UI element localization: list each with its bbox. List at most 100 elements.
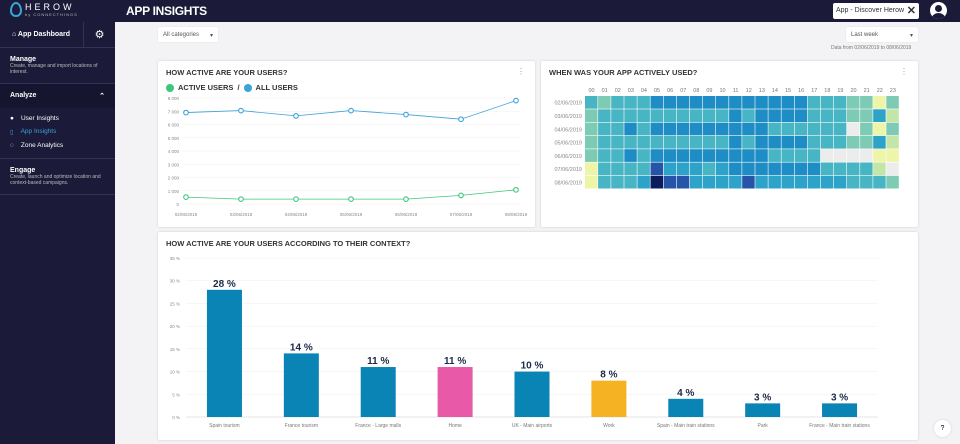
heat-cell — [886, 122, 899, 136]
heat-cell — [637, 175, 650, 189]
heat-cell — [702, 149, 716, 162]
heat-cell — [716, 96, 729, 109]
heat-cell — [689, 122, 703, 136]
more-icon[interactable]: ⋮ — [517, 67, 525, 76]
y-tick-label: 35 % — [170, 256, 180, 261]
heat-cell — [886, 109, 899, 122]
y-tick-label: 30 % — [170, 279, 180, 284]
x-tick-label: 02/06/2019 — [175, 212, 198, 217]
x-tick-label: 07/06/2019 — [450, 212, 473, 217]
heat-cell — [807, 96, 821, 109]
heat-cell — [611, 162, 624, 176]
heat-cell — [663, 175, 677, 189]
brand-name: HEROW — [25, 1, 75, 12]
heat-cell — [755, 162, 768, 176]
heat-cell — [598, 135, 611, 149]
sidebar-section-engage[interactable]: Engage Create, launch and optimize locati… — [0, 159, 115, 195]
heat-cell — [650, 122, 663, 136]
heat-cell — [585, 122, 598, 136]
heat-cell — [807, 162, 821, 176]
heat-cell — [650, 109, 663, 122]
heat-cell — [689, 175, 703, 189]
heat-cell — [624, 109, 637, 122]
engage-desc: Create, launch and optimize location and… — [10, 174, 101, 186]
heat-cell — [768, 122, 781, 136]
app-selector[interactable]: App - Discover Herow ✕ — [833, 3, 919, 19]
x-tick-label: 08/06/2019 — [505, 212, 528, 217]
x-tick-label: 05/06/2019 — [340, 212, 363, 217]
x-category-label: Spain tourism — [209, 423, 240, 429]
legend-active[interactable]: ACTIVE USERS — [178, 83, 234, 92]
hour-label: 02 — [615, 88, 621, 94]
app-selector-label: App - Discover Herow — [836, 7, 905, 14]
hour-label: 05 — [654, 88, 660, 94]
heat-cell — [742, 109, 755, 122]
herow-logo[interactable]: HEROW by CONNECTHINGS — [10, 2, 78, 17]
brand-sub: by CONNECTHINGS — [25, 11, 78, 17]
heat-cell — [611, 149, 624, 162]
y-tick-label: 7 000 — [168, 109, 180, 114]
close-icon[interactable]: ✕ — [906, 5, 916, 17]
category-select[interactable]: All categories ▾ — [158, 27, 218, 42]
sidebar-section-analyze[interactable]: Analyze ⌃ — [0, 84, 115, 108]
heat-cell — [873, 96, 886, 109]
bar-value-label: 3 % — [754, 392, 771, 403]
sidebar-section-manage[interactable]: Manage Create, manage and import location… — [0, 48, 115, 84]
sidebar-item-zone-analytics[interactable]: ◌ Zone Analytics — [10, 139, 105, 152]
heat-cell — [820, 122, 834, 136]
heat-cell — [663, 96, 677, 109]
page-title: APP INSIGHTS — [126, 4, 207, 18]
app-dashboard-button[interactable]: ⌂ App Dashboard — [0, 22, 84, 47]
bar — [822, 403, 858, 417]
heat-cell — [781, 109, 794, 122]
heat-cell — [755, 96, 768, 109]
x-tick-label: 04/06/2019 — [285, 212, 308, 217]
hour-label: 09 — [706, 88, 712, 94]
bar — [437, 367, 473, 417]
heat-cell — [886, 175, 899, 189]
data-point — [403, 196, 409, 202]
sidebar-item-app-insights[interactable]: ▯ App Insights — [10, 125, 105, 139]
help-button[interactable]: ? — [934, 420, 951, 437]
heat-cell — [585, 149, 598, 162]
more-icon[interactable]: ⋮ — [900, 67, 908, 76]
heat-cell — [807, 122, 821, 136]
y-tick-label: 10 % — [170, 370, 180, 375]
x-tick-label: 06/06/2019 — [395, 212, 418, 217]
heat-cell — [794, 149, 808, 162]
heatmap-chart: 00 01 02 03 04 05 06 07 08 09 10 11 12 13 14 15 16 17 18 19… — [554, 88, 899, 189]
bar-value-label: 28 % — [213, 279, 236, 290]
heat-cell — [598, 175, 611, 189]
heat-cell — [676, 149, 690, 162]
period-select[interactable]: Last week ▾ — [846, 27, 918, 42]
heat-cell — [860, 109, 873, 122]
heat-cell — [742, 96, 755, 109]
heat-cell — [860, 122, 873, 136]
bar-value-label: 8 % — [600, 370, 617, 381]
date-label: 03/06/2019 — [554, 114, 582, 120]
x-category-label: Spain - Main train stations — [657, 423, 715, 429]
data-point — [183, 109, 189, 116]
heat-cell — [676, 135, 690, 149]
heat-cell — [768, 149, 781, 162]
legend-all[interactable]: ALL USERS — [255, 83, 298, 92]
heat-cell — [729, 162, 742, 176]
engage-title: Engage — [10, 167, 36, 174]
user-account-icon[interactable] — [930, 2, 947, 19]
heat-cell — [860, 149, 873, 162]
app-dashboard-label: App Dashboard — [17, 31, 71, 38]
data-point — [458, 192, 464, 199]
heat-cell — [860, 96, 873, 109]
legend-sep: / — [237, 83, 240, 92]
y-tick-label: 25 % — [170, 301, 180, 306]
heat-cell — [585, 109, 598, 122]
card-title: HOW ACTIVE ARE YOUR USERS? — [166, 68, 288, 77]
heat-cell — [847, 109, 860, 122]
sidebar-item-user-insights[interactable]: ● User Insights — [10, 112, 105, 125]
heat-cell — [781, 149, 794, 162]
heat-cell — [781, 175, 794, 189]
gear-icon[interactable]: ⚙ — [94, 29, 105, 41]
hour-label: 18 — [824, 88, 830, 94]
heat-cell — [886, 135, 899, 149]
item-label: App Insights — [20, 128, 57, 135]
